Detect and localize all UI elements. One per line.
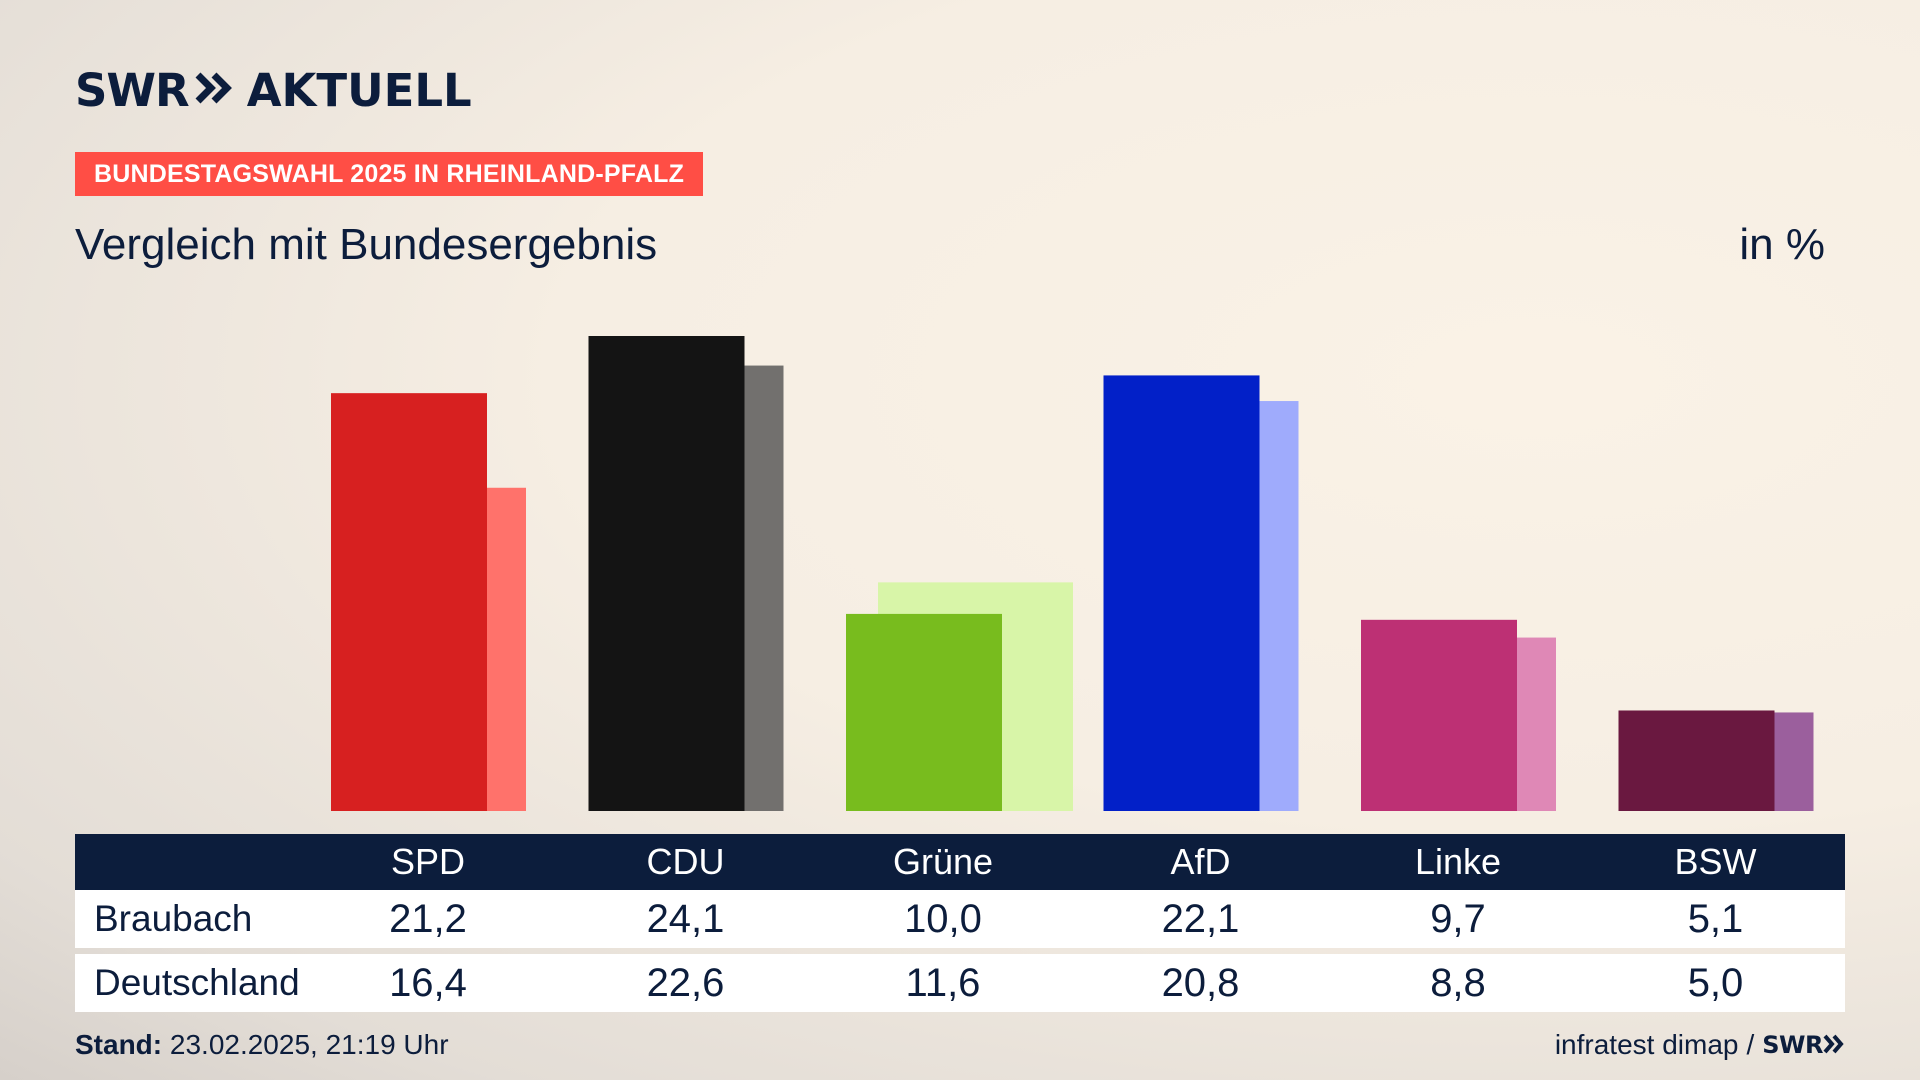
row-label-braubach: Braubach <box>94 898 253 939</box>
footer-chevron-icon <box>1823 1029 1845 1061</box>
bar-braubach-linke <box>1361 619 1517 811</box>
source-text: infratest dimap <box>1554 1029 1739 1060</box>
value-deutschland-afd: 20,8 <box>1161 961 1240 1005</box>
bar-braubach-spd <box>331 393 487 811</box>
value-braubach-bsw: 5,1 <box>1687 897 1744 941</box>
results-table: SPD CDU Grüne AfD Linke BSW Braubach 21,2 24,1… <box>75 834 1845 1012</box>
value-deutschland-bsw: 5,0 <box>1687 961 1744 1005</box>
unit-label: in % <box>1739 220 1825 269</box>
value-deutschland-cdu: 22,6 <box>646 961 725 1005</box>
timestamp: Stand: 23.02.2025, 21:19 Uhr <box>75 1029 449 1061</box>
column-header-afd: AfD <box>1170 841 1231 882</box>
row-label-deutschland: Deutschland <box>94 962 300 1003</box>
bar-deutschland-bsw <box>1774 712 1814 811</box>
logo-swr-text: SWR <box>75 63 190 117</box>
value-braubach-afd: 22,1 <box>1161 897 1240 941</box>
bar-deutschland-afd <box>1259 401 1299 811</box>
column-header-cdu: CDU <box>646 841 725 882</box>
table-header: SPD CDU Grüne AfD Linke BSW <box>75 834 1845 890</box>
stand-value: 23.02.2025, 21:19 Uhr <box>169 1029 449 1060</box>
table-row-deutschland: Deutschland 16,4 22,6 11,6 20,8 8,8 5,0 <box>75 954 1845 1012</box>
value-deutschland-gruene: 11,6 <box>905 961 981 1005</box>
bar-deutschland-cdu <box>744 365 784 811</box>
value-deutschland-linke: 8,8 <box>1430 961 1486 1005</box>
bar-deutschland-linke <box>1517 637 1556 811</box>
double-chevron-icon <box>195 72 233 109</box>
source-credit: infratest dimap / SWR <box>1555 1029 1845 1061</box>
value-braubach-cdu: 24,1 <box>646 897 725 941</box>
column-header-spd: SPD <box>390 841 466 882</box>
value-braubach-spd: 21,2 <box>389 897 467 941</box>
value-braubach-linke: 9,7 <box>1430 897 1486 941</box>
bar-deutschland-spd <box>487 487 526 811</box>
bar-braubach-bsw <box>1618 710 1775 811</box>
column-header-gruene: Grüne <box>892 841 994 882</box>
chart-title: Vergleich mit Bundesergebnis <box>75 220 658 269</box>
bar-braubach-afd <box>1103 375 1260 811</box>
column-header-bsw: BSW <box>1674 841 1757 882</box>
logo-aktuell-text: AKTUELL <box>246 63 472 117</box>
bar-braubach-cdu <box>588 336 745 811</box>
value-deutschland-spd: 16,4 <box>389 961 467 1005</box>
stand-label: Stand: <box>75 1029 163 1060</box>
column-header-linke: Linke <box>1414 841 1502 882</box>
footer-swr-logo: SWR <box>1762 1031 1823 1059</box>
bar-braubach-gruene <box>846 613 1002 811</box>
value-braubach-gruene: 10,0 <box>904 897 982 941</box>
source-separator: / <box>1746 1029 1755 1060</box>
swr-aktuell-logo: SWR AKTUELL <box>75 63 472 117</box>
table-row-braubach: Braubach 21,2 24,1 10,0 22,1 9,7 5,1 <box>75 890 1845 948</box>
topic-badge: BUNDESTAGSWAHL 2025 IN RHEINLAND-PFALZ <box>75 152 704 196</box>
